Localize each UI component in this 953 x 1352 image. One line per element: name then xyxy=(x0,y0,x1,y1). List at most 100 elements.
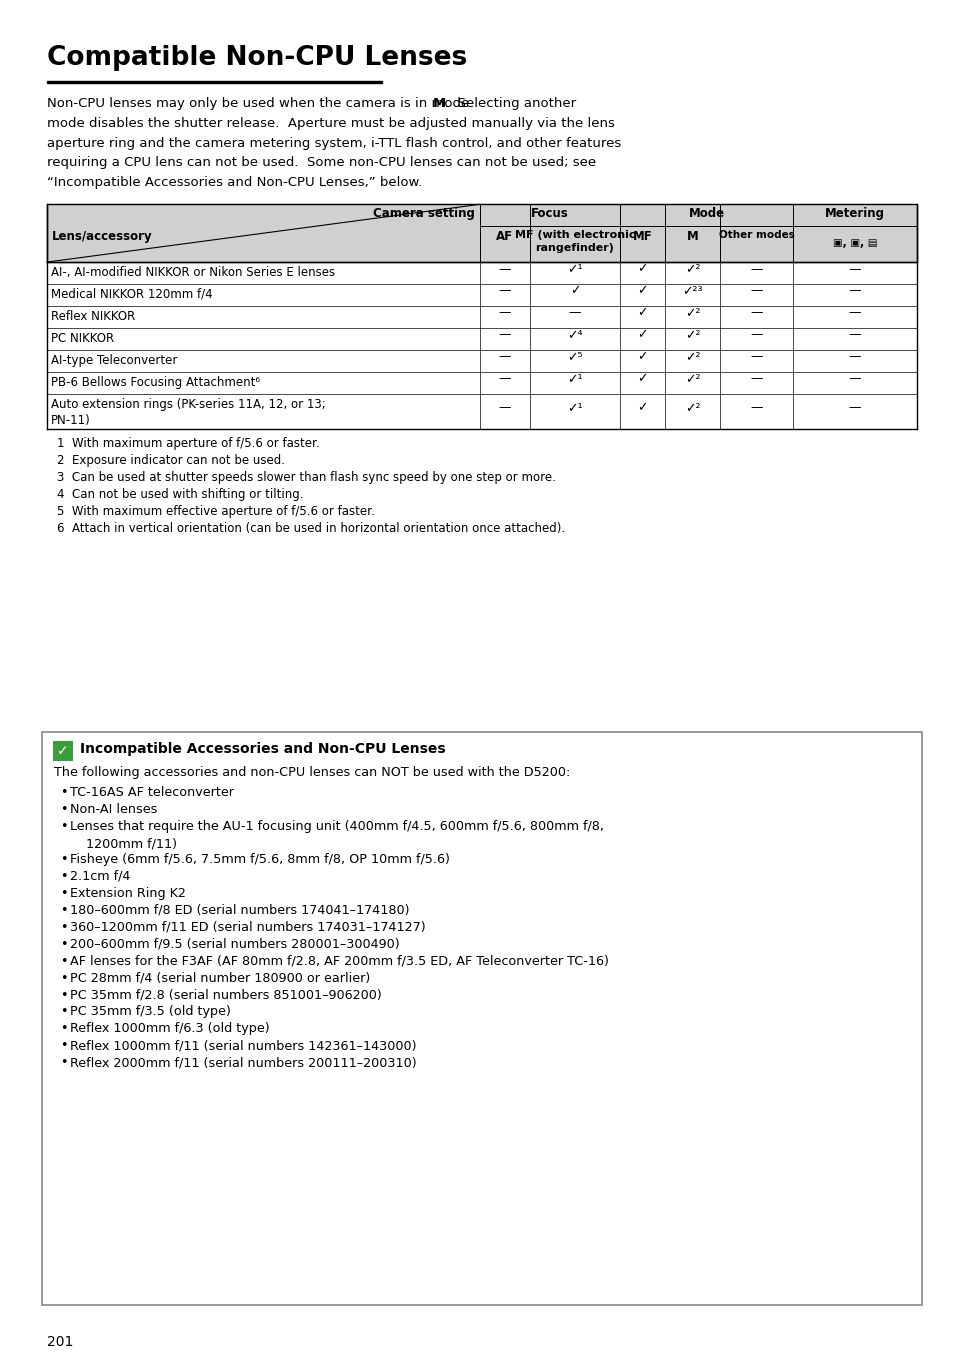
Text: —: — xyxy=(498,350,511,364)
Text: Extension Ring K2: Extension Ring K2 xyxy=(70,887,186,900)
Bar xyxy=(47,284,916,306)
Text: •: • xyxy=(60,1040,68,1052)
Text: AF: AF xyxy=(496,230,513,243)
Text: mode disables the shutter release.  Aperture must be adjusted manually via the l: mode disables the shutter release. Apert… xyxy=(47,116,615,130)
Text: ✓: ✓ xyxy=(637,262,647,276)
Text: MF: MF xyxy=(632,230,652,243)
Text: Reflex 2000mm f/11 (serial numbers 200111–200310): Reflex 2000mm f/11 (serial numbers 20011… xyxy=(70,1056,416,1069)
Bar xyxy=(47,306,916,327)
Text: •: • xyxy=(60,938,68,950)
Text: •: • xyxy=(60,972,68,984)
Text: ✓²: ✓² xyxy=(684,372,700,385)
Bar xyxy=(47,204,916,262)
Text: ✓⁴: ✓⁴ xyxy=(567,329,582,341)
Text: •: • xyxy=(60,903,68,917)
Text: ✓: ✓ xyxy=(637,372,647,385)
Text: •: • xyxy=(60,955,68,968)
Bar xyxy=(47,327,916,350)
Text: —: — xyxy=(749,372,762,385)
Text: M: M xyxy=(686,230,698,243)
Text: .  Selecting another: . Selecting another xyxy=(444,96,576,110)
Text: Reflex 1000mm f/11 (serial numbers 142361–143000): Reflex 1000mm f/11 (serial numbers 14236… xyxy=(70,1040,416,1052)
Text: —: — xyxy=(498,402,511,414)
Text: •: • xyxy=(60,803,68,817)
Text: ✓²: ✓² xyxy=(684,307,700,319)
Text: —: — xyxy=(848,284,861,297)
Text: •: • xyxy=(60,853,68,867)
Text: —: — xyxy=(498,329,511,341)
Bar xyxy=(47,393,916,430)
Text: ✓: ✓ xyxy=(637,402,647,414)
Text: —: — xyxy=(498,284,511,297)
Text: 2  Exposure indicator can not be used.: 2 Exposure indicator can not be used. xyxy=(57,454,285,468)
Text: —: — xyxy=(848,350,861,364)
Text: Lens/accessory: Lens/accessory xyxy=(52,230,152,243)
Text: PC 28mm f/4 (serial number 180900 or earlier): PC 28mm f/4 (serial number 180900 or ear… xyxy=(70,972,370,984)
Text: PC 35mm f/3.5 (old type): PC 35mm f/3.5 (old type) xyxy=(70,1006,231,1018)
Text: ✓¹: ✓¹ xyxy=(567,402,582,414)
Bar xyxy=(47,81,381,82)
Text: AI-, AI-modified NIKKOR or Nikon Series E lenses: AI-, AI-modified NIKKOR or Nikon Series … xyxy=(51,266,335,279)
Text: Mode: Mode xyxy=(688,207,723,220)
Text: Camera setting: Camera setting xyxy=(373,207,475,220)
Text: •: • xyxy=(60,787,68,799)
Text: •: • xyxy=(60,1056,68,1069)
Text: PB-6 Bellows Focusing Attachment⁶: PB-6 Bellows Focusing Attachment⁶ xyxy=(51,376,260,388)
Text: ✓¹: ✓¹ xyxy=(567,262,582,276)
Text: —: — xyxy=(848,402,861,414)
Text: Focus: Focus xyxy=(531,207,568,220)
Text: •: • xyxy=(60,821,68,833)
Text: —: — xyxy=(848,307,861,319)
Text: •: • xyxy=(60,869,68,883)
Text: —: — xyxy=(498,307,511,319)
Bar xyxy=(47,372,916,393)
Text: ✓: ✓ xyxy=(569,284,579,297)
Text: —: — xyxy=(749,262,762,276)
Text: 180–600mm f/8 ED (serial numbers 174041–174180): 180–600mm f/8 ED (serial numbers 174041–… xyxy=(70,903,409,917)
Text: •: • xyxy=(60,921,68,934)
Text: ✓²: ✓² xyxy=(684,329,700,341)
Text: Μ: Μ xyxy=(433,96,446,110)
Text: 3  Can be used at shutter speeds slower than flash sync speed by one step or mor: 3 Can be used at shutter speeds slower t… xyxy=(57,472,556,484)
Text: ✓²: ✓² xyxy=(684,262,700,276)
Text: ✓⁵: ✓⁵ xyxy=(567,350,582,364)
Text: —: — xyxy=(749,284,762,297)
Text: PC NIKKOR: PC NIKKOR xyxy=(51,331,114,345)
Text: PC 35mm f/2.8 (serial numbers 851001–906200): PC 35mm f/2.8 (serial numbers 851001–906… xyxy=(70,988,381,1002)
Text: —: — xyxy=(498,262,511,276)
Text: 5  With maximum effective aperture of f/5.6 or faster.: 5 With maximum effective aperture of f/5… xyxy=(57,506,375,518)
Text: —: — xyxy=(848,372,861,385)
Text: ✓²³: ✓²³ xyxy=(681,284,702,297)
Text: MF (with electronic
rangefinder): MF (with electronic rangefinder) xyxy=(515,230,635,253)
Text: aperture ring and the camera metering system, i-TTL flash control, and other fea: aperture ring and the camera metering sy… xyxy=(47,137,620,150)
Text: —: — xyxy=(848,262,861,276)
Text: Medical NIKKOR 120mm f/4: Medical NIKKOR 120mm f/4 xyxy=(51,288,213,301)
Text: requiring a CPU lens can not be used.  Some non-CPU lenses can not be used; see: requiring a CPU lens can not be used. So… xyxy=(47,157,596,169)
Text: ✓²: ✓² xyxy=(684,402,700,414)
Text: The following accessories and non-CPU lenses can NOT be used with the D5200:: The following accessories and non-CPU le… xyxy=(54,767,570,779)
Text: 6  Attach in vertical orientation (can be used in horizontal orientation once at: 6 Attach in vertical orientation (can be… xyxy=(57,522,564,535)
Text: Non-AI lenses: Non-AI lenses xyxy=(70,803,157,817)
Text: —: — xyxy=(568,307,580,319)
Text: ▣, ▣, ▤: ▣, ▣, ▤ xyxy=(832,238,877,249)
Text: ✓: ✓ xyxy=(637,329,647,341)
Text: 200–600mm f/9.5 (serial numbers 280001–300490): 200–600mm f/9.5 (serial numbers 280001–3… xyxy=(70,938,399,950)
Text: ✓: ✓ xyxy=(637,307,647,319)
Text: TC-16AS AF teleconverter: TC-16AS AF teleconverter xyxy=(70,787,233,799)
Text: 1  With maximum aperture of f/5.6 or faster.: 1 With maximum aperture of f/5.6 or fast… xyxy=(57,438,319,450)
Text: —: — xyxy=(749,350,762,364)
Text: 2.1cm f/4: 2.1cm f/4 xyxy=(70,869,131,883)
Text: AF lenses for the F3AF (AF 80mm f/2.8, AF 200mm f/3.5 ED, AF Teleconverter TC-16: AF lenses for the F3AF (AF 80mm f/2.8, A… xyxy=(70,955,608,968)
Text: —: — xyxy=(749,329,762,341)
Text: Lenses that require the AU-1 focusing unit (400mm f/4.5, 600mm f/5.6, 800mm f/8,: Lenses that require the AU-1 focusing un… xyxy=(70,821,603,850)
Text: •: • xyxy=(60,988,68,1002)
Bar xyxy=(47,204,916,262)
Text: “Incompatible Accessories and Non-CPU Lenses,” below.: “Incompatible Accessories and Non-CPU Le… xyxy=(47,176,422,189)
Text: ✓: ✓ xyxy=(57,745,69,758)
Text: •: • xyxy=(60,1022,68,1036)
Text: 201: 201 xyxy=(47,1336,73,1349)
Text: ✓: ✓ xyxy=(637,350,647,364)
Text: —: — xyxy=(848,329,861,341)
Text: Metering: Metering xyxy=(824,207,884,220)
Text: Incompatible Accessories and Non-CPU Lenses: Incompatible Accessories and Non-CPU Len… xyxy=(80,742,445,756)
